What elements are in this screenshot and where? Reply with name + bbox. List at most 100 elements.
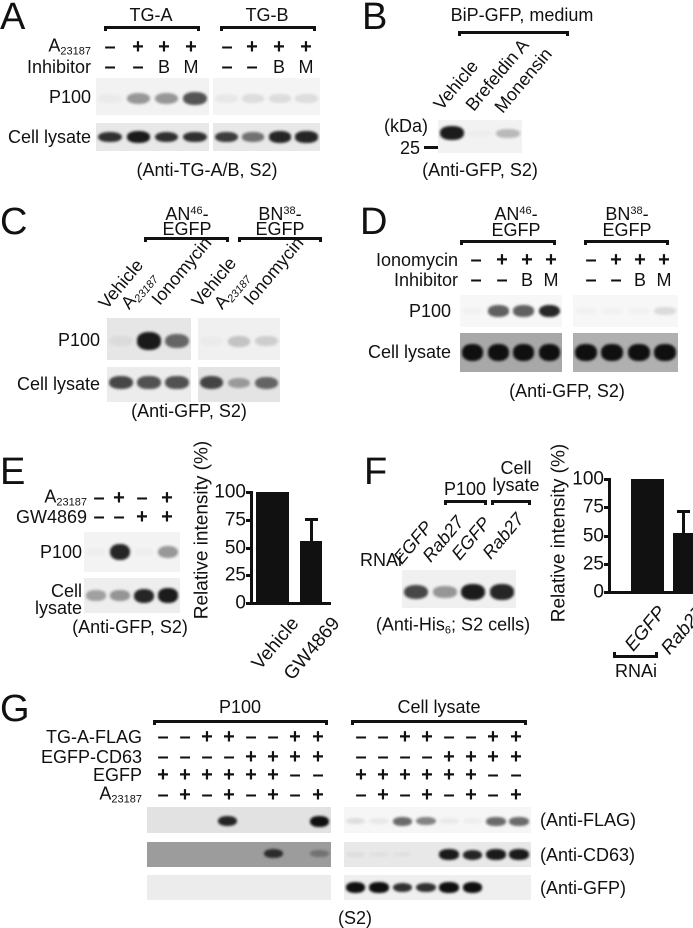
protein-band [538, 344, 560, 361]
minus-sign: – [355, 726, 367, 748]
western-blot [460, 333, 562, 372]
protein-band [392, 816, 413, 826]
y-tick [604, 506, 609, 510]
row-label-egfp: EGFP [92, 765, 142, 785]
protein-band [496, 128, 520, 138]
western-blot [147, 875, 331, 900]
row-label-tg-a-flag: TG-A-FLAG [45, 727, 142, 747]
blot-caption: (Anti-GFP, S2) [131, 401, 247, 421]
plus-sign: + [487, 746, 499, 768]
protein-band [415, 817, 436, 826]
chart-f-ylabel: Relative intensity (%) [548, 443, 570, 623]
protein-band [183, 91, 207, 105]
minus-sign: – [399, 784, 411, 806]
row-label-inhibitor: Inhibitor [393, 270, 458, 290]
plus-sign: + [510, 784, 522, 806]
blot-label-cell-lysate: Cell lysate [16, 374, 100, 394]
protein-band [653, 307, 676, 315]
row-label-inhibitor: Inhibitor [26, 57, 91, 77]
minus-sign: – [470, 269, 482, 291]
row-label-a23187: A23187 [99, 783, 142, 806]
plus-sign: + [510, 726, 522, 748]
rnai-bracket [613, 652, 658, 658]
protein-band [241, 132, 265, 142]
minus-sign: – [377, 726, 389, 748]
blot-label-p100: P100 [39, 542, 82, 562]
inhibitor-code: M [298, 57, 314, 77]
bar-egfp [631, 479, 664, 592]
plus-sign: + [421, 784, 433, 806]
y-tick [604, 478, 609, 481]
minus-sign: – [510, 764, 522, 786]
plus-sign: + [465, 746, 477, 768]
plus-sign: + [113, 487, 125, 509]
protein-band [157, 546, 179, 558]
protein-band [134, 548, 154, 557]
protein-band [415, 882, 436, 893]
y-tick [246, 518, 251, 522]
protein-band [217, 816, 238, 827]
plus-sign: + [223, 784, 235, 806]
plus-sign: + [421, 764, 433, 786]
group-label-an46: AN46- [494, 204, 538, 224]
y-tick-label: 25 [224, 564, 246, 586]
minus-sign: – [113, 506, 125, 528]
protein-band [575, 344, 598, 361]
western-blot [344, 807, 531, 833]
blot-label-p100: P100 [408, 301, 451, 321]
minus-sign: – [443, 726, 455, 748]
inhibitor-code: M [183, 57, 199, 77]
protein-band [165, 376, 189, 390]
y-tick [246, 602, 251, 605]
bar-vehicle [256, 492, 289, 603]
plus-sign: + [355, 764, 367, 786]
minus-sign: – [496, 269, 508, 291]
group-label-p100: P100 [443, 479, 487, 499]
protein-band [98, 94, 122, 102]
western-blot [107, 367, 191, 402]
minus-sign: – [585, 249, 597, 271]
protein-band [513, 305, 535, 317]
protein-band [462, 849, 483, 860]
minus-sign: – [245, 784, 257, 806]
y-tick-label: 100 [214, 481, 246, 503]
group-bracket-tg-a [104, 26, 200, 31]
inhibitor-code: M [543, 270, 559, 290]
protein-band [462, 882, 483, 893]
blot-caption: (Anti-GFP, S2) [422, 160, 538, 180]
protein-band [227, 335, 251, 347]
protein-band [601, 307, 623, 314]
minus-sign: – [157, 726, 169, 748]
row-label-a23187: A23187 [48, 35, 91, 58]
plus-sign: + [179, 764, 191, 786]
minus-sign: – [93, 506, 105, 528]
group-label-tg-a: TG-A [129, 5, 173, 25]
western-blot [402, 570, 516, 608]
plus-sign: + [201, 726, 213, 748]
plus-sign: + [136, 506, 148, 528]
protein-band [487, 344, 509, 361]
minus-sign: – [221, 36, 233, 58]
protein-band [440, 126, 464, 140]
protein-band [345, 882, 366, 893]
western-blot [344, 842, 531, 867]
western-blot [438, 120, 522, 153]
plus-sign: + [201, 764, 213, 786]
protein-band [309, 815, 330, 827]
y-tick [604, 591, 609, 594]
protein-band [653, 344, 676, 361]
group-bracket-an46 [460, 240, 556, 245]
plus-sign: + [289, 746, 301, 768]
blot-caption: (Anti-GFP, S2) [72, 617, 188, 637]
western-blot [213, 123, 320, 151]
plus-sign: + [223, 764, 235, 786]
protein-band [538, 304, 560, 318]
marker-label-25: 25 [399, 138, 420, 158]
minus-sign: – [312, 764, 324, 786]
minus-sign: – [610, 269, 622, 291]
protein-band [109, 544, 131, 560]
minus-sign: – [487, 784, 499, 806]
western-blot [198, 367, 280, 402]
inhibitor-code: M [656, 270, 672, 290]
plus-sign: + [161, 506, 173, 528]
